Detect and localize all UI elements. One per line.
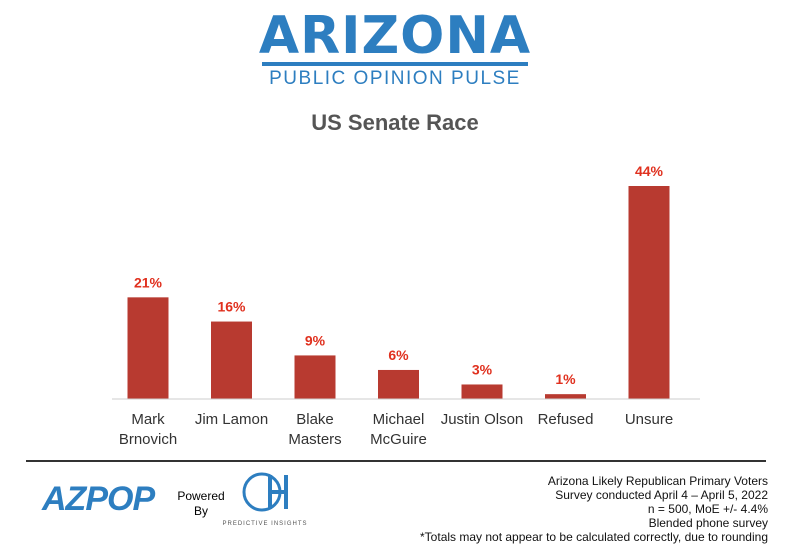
oh-logo-subtitle: PREDICTIVE INSIGHTS (222, 521, 307, 527)
data-label: 3% (472, 361, 493, 377)
note-line: Arizona Likely Republican Primary Voters (547, 474, 768, 488)
powered-line-1: Powered (177, 489, 225, 503)
data-label: 44% (635, 163, 664, 179)
category-label: Mark (131, 411, 165, 428)
bar (628, 186, 670, 399)
bar (127, 297, 169, 399)
data-label: 16% (217, 299, 246, 315)
note-line: Blended phone survey (648, 516, 768, 530)
category-label: McGuire (370, 431, 427, 448)
category-label: Blake (296, 411, 334, 428)
brand-subtitle: PUBLIC OPINION PULSE (269, 68, 521, 89)
bar (545, 394, 586, 399)
logos-area: AZPOP PREDICTIVE INSIGHTS (41, 472, 307, 527)
bar (211, 321, 252, 399)
category-label: Unsure (625, 411, 673, 428)
brand-rule (262, 62, 528, 66)
oh-logo: PREDICTIVE INSIGHTS (222, 472, 307, 527)
azpop-logo-text: AZPOP (41, 480, 155, 518)
category-label: Masters (288, 431, 341, 448)
azpop-logo: AZPOP (41, 480, 156, 518)
data-label: 1% (555, 371, 576, 387)
bar (294, 355, 336, 399)
category-label: Jim Lamon (195, 411, 268, 428)
bar (378, 369, 419, 399)
bar-chart: 21% Mark Brnovich 16% Jim Lamon 9% Blake Master… (112, 163, 700, 448)
category-label: Michael (373, 411, 425, 428)
footer-divider (26, 460, 766, 462)
data-label: 6% (388, 347, 409, 363)
chart-title: US Senate Race (311, 110, 479, 135)
category-label: Refused (538, 411, 594, 428)
survey-notes: Arizona Likely Republican Primary Voters… (420, 474, 768, 544)
data-label: 9% (305, 332, 326, 348)
category-label: Brnovich (119, 431, 177, 448)
data-label: 21% (134, 274, 163, 290)
powered-by-text: Powered By (176, 489, 226, 519)
bar (461, 384, 503, 399)
powered-line-2: By (193, 504, 208, 518)
note-line: n = 500, MoE +/- 4.4% (647, 502, 768, 516)
brand-title: ARIZONA (258, 6, 532, 66)
note-line: *Totals may not appear to be calculated … (420, 530, 768, 544)
note-line: Survey conducted April 4 – April 5, 2022 (555, 488, 768, 502)
category-label: Justin Olson (441, 411, 524, 428)
